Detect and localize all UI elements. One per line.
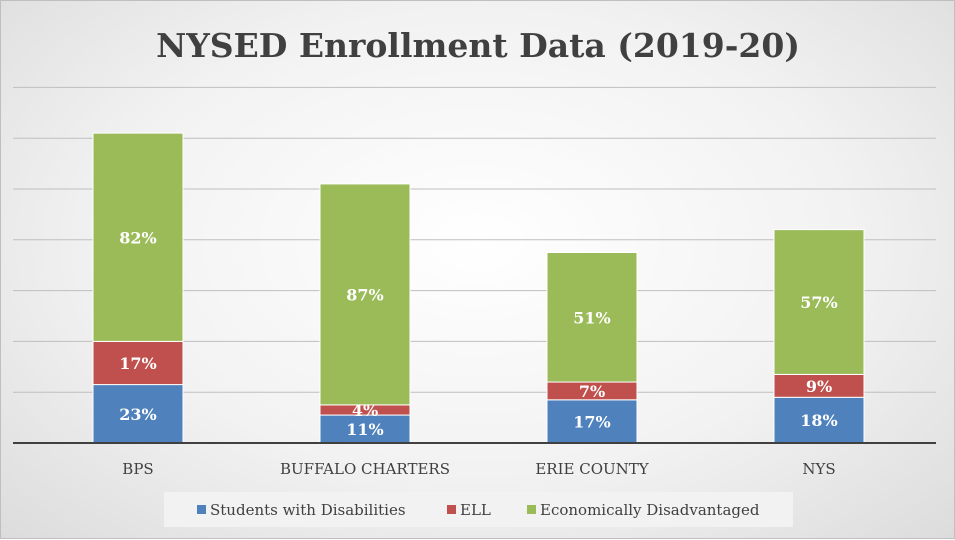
category-label: ERIE COUNTY — [535, 460, 649, 478]
category-label: BPS — [122, 460, 153, 478]
bar-segment — [92, 132, 184, 342]
bar-segment — [773, 229, 865, 375]
chart-title: NYSED Enrollment Data (2019-20) — [156, 26, 800, 65]
data-label: 9% — [806, 377, 832, 396]
data-labels: 23% 17% 82% 11%4% 87% 17% 7% 51% 18% 9% 57% — [119, 228, 837, 439]
legend-label: Economically Disadvantaged — [540, 501, 760, 519]
data-label: 11% — [346, 420, 383, 439]
legend: Students with Disabilities ELL Economicall… — [197, 501, 760, 519]
bar-segment — [546, 252, 638, 383]
data-label: 17% — [573, 412, 610, 431]
bars — [13, 132, 936, 444]
category-label: BUFFALO CHARTERS — [280, 460, 450, 478]
category-label: NYS — [802, 460, 835, 478]
category-labels: BPS BUFFALO CHARTERS ERIE COUNTY NYS — [122, 460, 835, 478]
legend-swatch — [447, 505, 456, 514]
data-label: 57% — [800, 293, 837, 312]
legend-swatch — [197, 505, 206, 514]
bar-segment — [319, 183, 411, 406]
legend-box — [164, 492, 793, 527]
bar-segment — [92, 340, 184, 386]
data-label: 4% — [352, 401, 378, 420]
data-label: 18% — [800, 411, 837, 430]
data-label: 17% — [119, 354, 156, 373]
data-label: 82% — [119, 228, 156, 247]
bar-segment — [319, 414, 411, 444]
data-label: 87% — [346, 285, 383, 304]
bar-segment — [546, 399, 638, 444]
data-label: 7% — [579, 382, 605, 401]
data-label: 51% — [573, 308, 610, 327]
legend-swatch — [527, 505, 536, 514]
legend-label: Students with Disabilities — [210, 501, 406, 519]
data-label: 23% — [119, 405, 156, 424]
legend-label: ELL — [460, 501, 491, 519]
